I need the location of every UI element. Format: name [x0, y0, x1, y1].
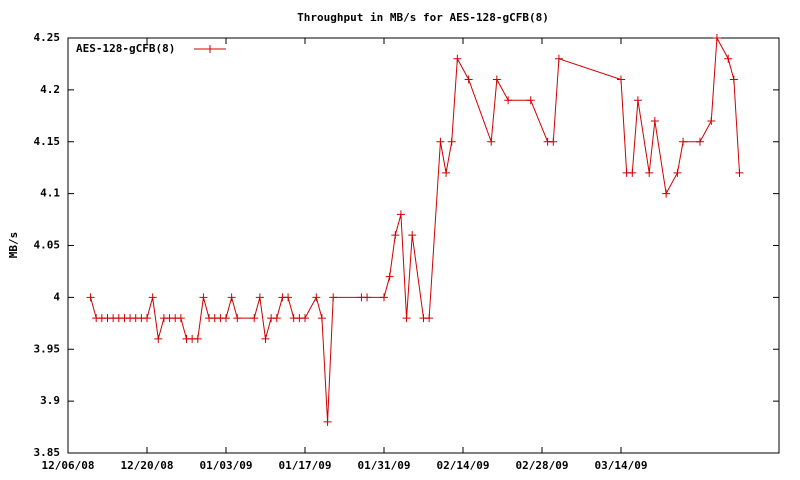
point	[233, 314, 242, 323]
point	[526, 96, 535, 105]
y-tick-label: 4.05	[34, 239, 61, 252]
point	[396, 210, 405, 219]
x-tick-label: 02/28/09	[516, 459, 569, 472]
point	[633, 96, 642, 105]
point	[628, 168, 637, 177]
point	[143, 314, 151, 323]
point	[312, 293, 321, 302]
point	[492, 75, 501, 84]
y-tick-label: 4.25	[34, 31, 61, 44]
y-tick-label: 4	[53, 290, 60, 303]
y-axis-label: MB/s	[7, 232, 20, 259]
y-tick-label: 4.2	[40, 83, 60, 96]
chart-title: Throughput in MB/s for AES-128-gCFB(8)	[297, 11, 549, 24]
point	[453, 54, 462, 63]
point	[329, 293, 338, 302]
point	[724, 54, 733, 63]
point	[301, 314, 309, 323]
point	[696, 137, 704, 146]
point	[402, 314, 411, 323]
x-tick-label: 01/17/09	[279, 459, 332, 472]
point	[284, 293, 293, 302]
point	[363, 293, 372, 302]
y-tick-label: 3.9	[40, 394, 60, 407]
point	[554, 54, 563, 63]
point	[662, 189, 671, 198]
point	[176, 314, 185, 323]
point	[447, 137, 456, 146]
point	[464, 75, 473, 84]
point	[86, 293, 95, 302]
point	[436, 137, 445, 146]
point	[317, 314, 326, 323]
point	[323, 417, 332, 426]
point	[645, 168, 654, 177]
point	[650, 117, 659, 125]
point	[199, 293, 208, 302]
legend-label: AES-128-gCFB(8)	[76, 42, 175, 55]
point	[442, 168, 451, 177]
point	[391, 231, 400, 240]
y-tick-label: 4.15	[34, 135, 61, 148]
x-tick-label: 01/03/09	[200, 459, 253, 472]
point	[707, 117, 716, 125]
point	[425, 314, 434, 323]
point	[193, 334, 202, 343]
x-tick-label: 12/20/08	[121, 459, 174, 472]
y-tick-label: 3.85	[34, 446, 61, 459]
point	[617, 75, 625, 84]
point	[380, 293, 388, 302]
point	[272, 314, 281, 323]
point	[735, 168, 744, 177]
point	[487, 137, 496, 146]
point	[385, 272, 394, 281]
point	[255, 293, 264, 302]
point	[712, 34, 721, 42]
x-tick-label: 03/14/09	[595, 459, 648, 472]
x-tick-label: 02/14/09	[437, 459, 490, 472]
point	[222, 314, 230, 323]
x-tick-label: 12/06/08	[42, 459, 95, 472]
point	[227, 293, 236, 302]
x-tick-label: 01/31/09	[358, 459, 411, 472]
point	[504, 96, 513, 105]
y-tick-label: 3.95	[34, 342, 61, 355]
point	[679, 137, 688, 146]
point	[261, 334, 270, 343]
point	[250, 314, 259, 323]
point	[408, 231, 417, 240]
legend-marker	[206, 45, 214, 53]
point	[154, 334, 163, 343]
point	[549, 137, 558, 146]
point	[729, 75, 738, 84]
point	[148, 293, 157, 302]
y-tick-label: 4.1	[40, 187, 60, 200]
point	[673, 168, 682, 177]
